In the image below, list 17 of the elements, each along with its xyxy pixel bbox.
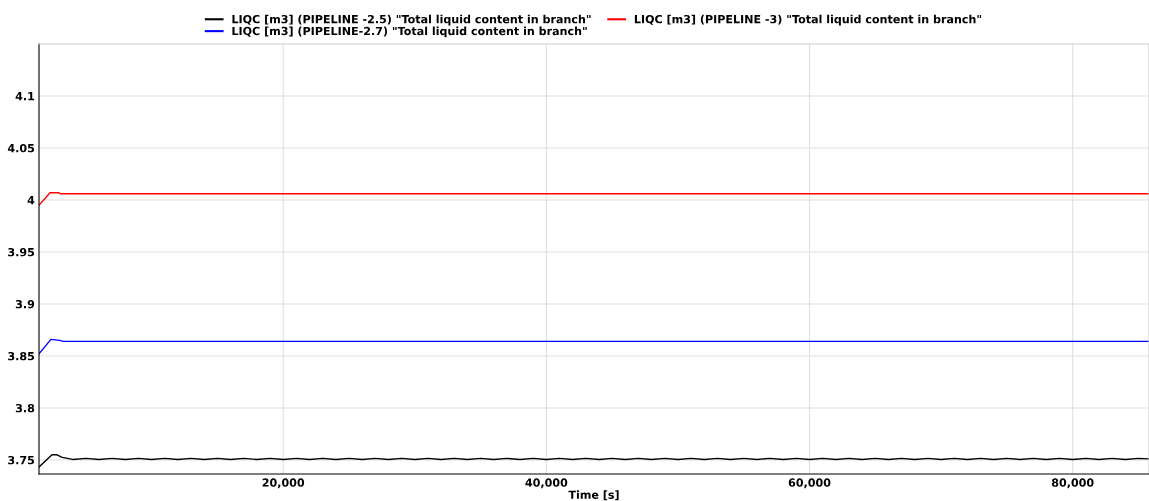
y-tick-label: 4 [27, 196, 35, 205]
y-tick-label: 4.05 [7, 143, 35, 153]
y-tick-label: 3.8 [15, 403, 35, 413]
x-tick-label: 20,000 [262, 478, 305, 489]
legend-label: LIQC [m3] (PIPELINE -3) "Total liquid content in branch" [634, 14, 982, 26]
y-tick-label: 3.95 [8, 247, 35, 257]
line-series [39, 338, 1149, 355]
x-axis-title: Time [s] [568, 490, 619, 501]
x-tick-label: 40,000 [525, 478, 568, 489]
y-tick-label: 3.85 [8, 351, 35, 361]
legend-label: LIQC [m3] (PIPELINE -2.5) "Total liquid content in branch" [232, 14, 591, 26]
legend-label: LIQC [m3] (PIPELINE-2.7) "Total liquid content in branch" [232, 26, 587, 38]
y-tick-label: 4.1 [15, 92, 35, 101]
x-tick-label: 60,000 [788, 478, 831, 489]
y-tick-label: 3.75 [8, 455, 35, 465]
y-tick-label: 3.9 [15, 299, 35, 309]
x-tick-label: 80,000 [1051, 478, 1094, 489]
